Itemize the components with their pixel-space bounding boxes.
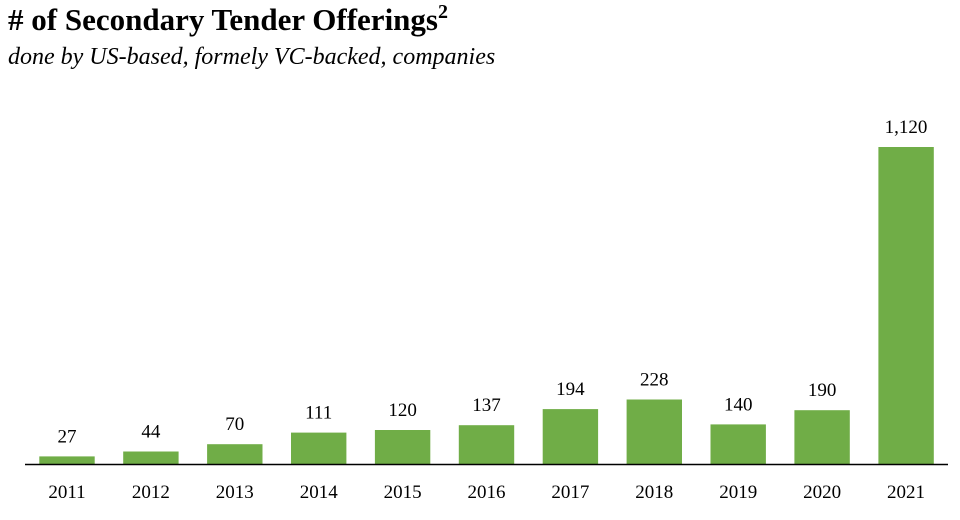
data-label-2019: 140 bbox=[724, 394, 753, 415]
bar-2013 bbox=[207, 444, 263, 464]
x-tick-label-2014: 2014 bbox=[300, 482, 339, 503]
bar-2016 bbox=[458, 425, 515, 464]
chart-title-footnote: 2 bbox=[438, 1, 448, 23]
bar-2019 bbox=[710, 424, 766, 464]
x-tick-label-2015: 2015 bbox=[384, 482, 422, 503]
data-label-2016: 137 bbox=[472, 395, 501, 416]
data-label-2013: 70 bbox=[225, 414, 244, 435]
bar-2012 bbox=[123, 451, 179, 464]
x-tick-label-2019: 2019 bbox=[719, 482, 757, 503]
data-label-2020: 190 bbox=[808, 380, 837, 401]
x-tick-label-2013: 2013 bbox=[216, 482, 254, 503]
data-label-2015: 120 bbox=[388, 400, 417, 421]
x-tick-label-2018: 2018 bbox=[635, 482, 673, 503]
x-tick-label-2020: 2020 bbox=[803, 482, 841, 503]
x-tick-label-2017: 2017 bbox=[551, 482, 589, 503]
data-label-2014: 111 bbox=[305, 403, 332, 424]
data-label-2017: 194 bbox=[556, 379, 585, 400]
bar-2011 bbox=[39, 456, 95, 464]
x-tick-label-2012: 2012 bbox=[132, 482, 170, 503]
data-label-2021: 1,120 bbox=[885, 117, 928, 138]
chart-subtitle: done by US-based, formely VC-backed, com… bbox=[8, 44, 496, 70]
x-tick-label-2021: 2021 bbox=[887, 482, 925, 503]
bar-2020 bbox=[794, 410, 850, 464]
data-label-2012: 44 bbox=[141, 422, 161, 443]
bar-2021 bbox=[878, 147, 934, 464]
chart-title-text: # of Secondary Tender Offerings bbox=[8, 2, 438, 37]
bar-2017 bbox=[542, 409, 599, 464]
bar-2015 bbox=[374, 430, 431, 464]
data-label-2018: 228 bbox=[640, 370, 669, 391]
bar-2018 bbox=[626, 399, 682, 464]
data-label-2011: 27 bbox=[58, 426, 77, 447]
x-tick-label-2016: 2016 bbox=[468, 482, 506, 503]
bar-2014 bbox=[291, 432, 347, 464]
chart-title: # of Secondary Tender Offerings2 bbox=[8, 2, 448, 38]
x-tick-label-2011: 2011 bbox=[48, 482, 85, 503]
